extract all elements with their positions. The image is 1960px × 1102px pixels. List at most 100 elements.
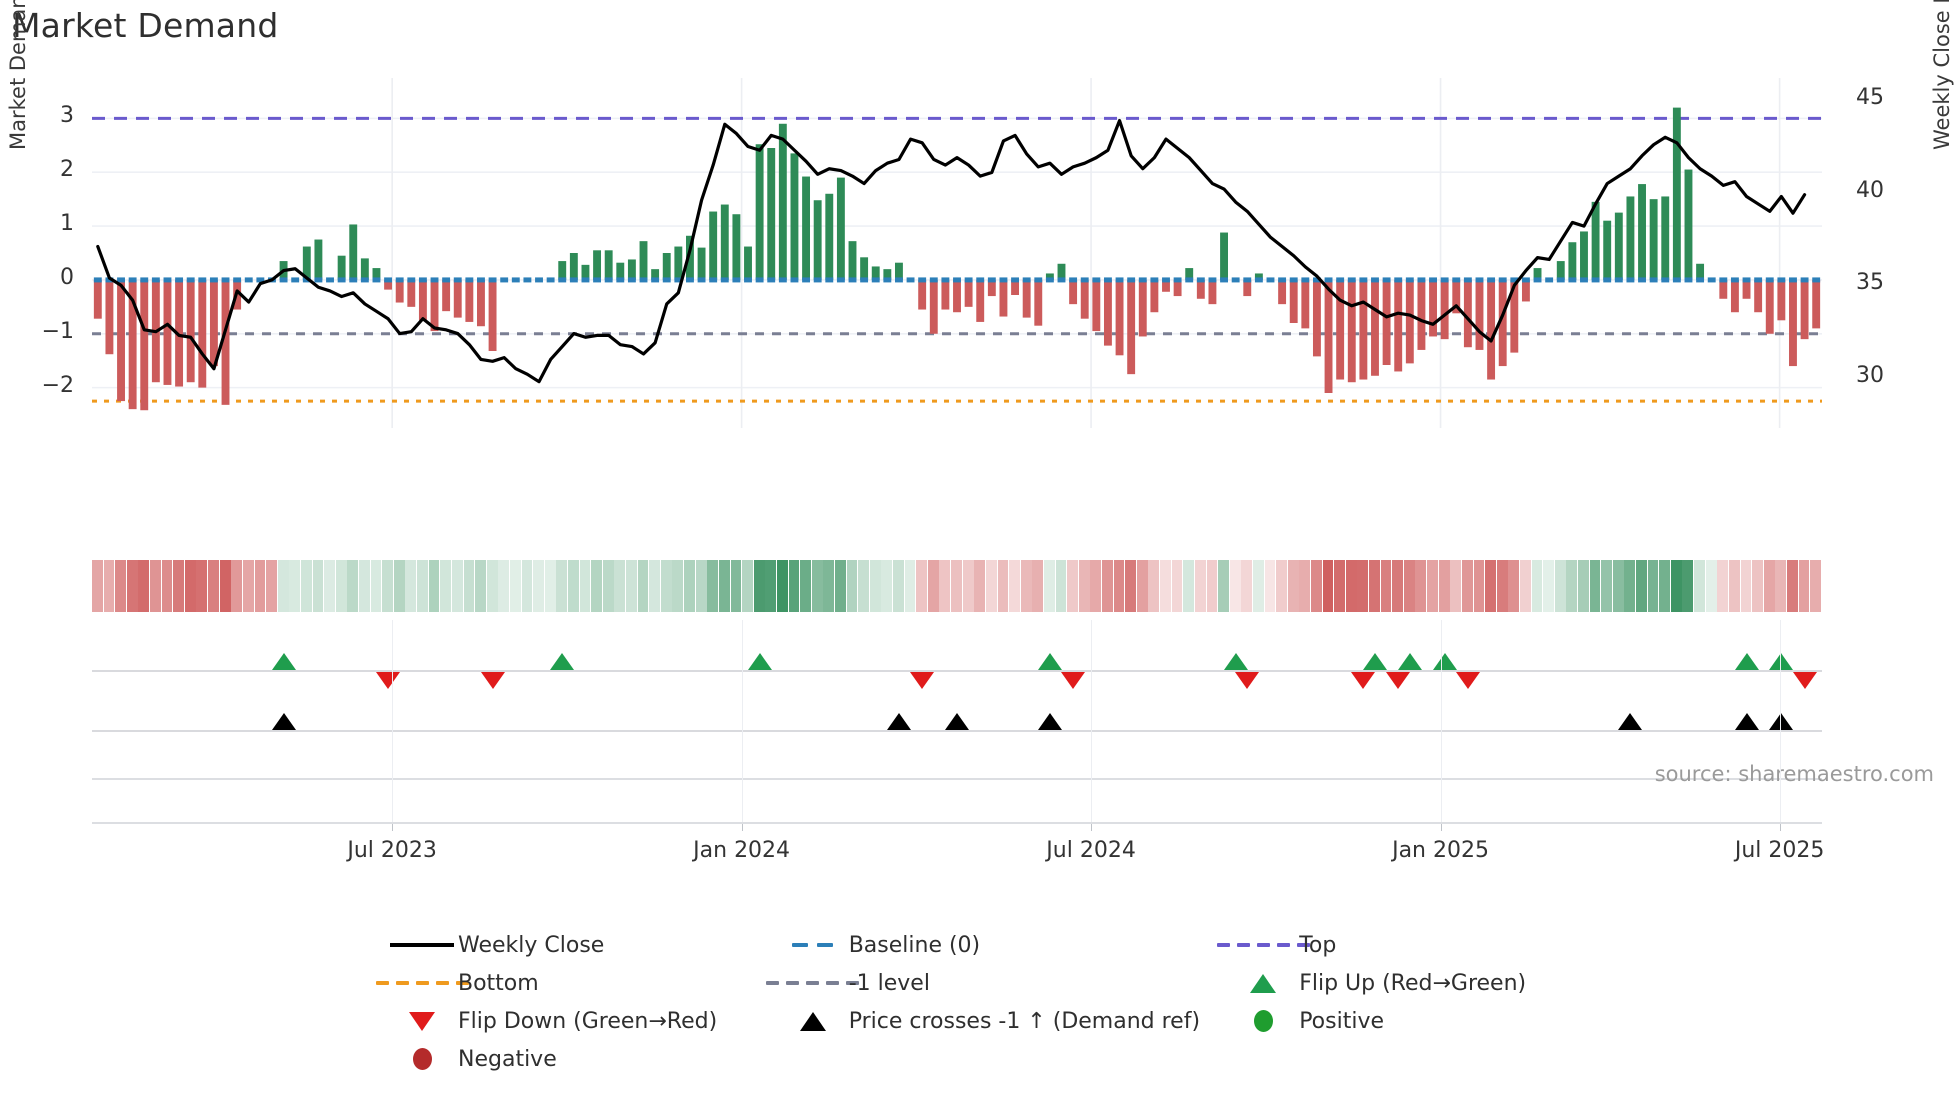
heatmap-cell [544, 560, 556, 612]
legend-item[interactable]: Price crosses -1 ↑ (Demand ref) [777, 1002, 1228, 1040]
x-tick-label: Jan 2025 [1392, 838, 1489, 863]
heatmap-cell [347, 560, 359, 612]
price-cross-marker [1037, 713, 1062, 730]
heatmap-cell [451, 560, 463, 612]
heatmap-cell [1287, 560, 1299, 612]
heatmap-cell [417, 560, 428, 612]
heatmap-cell [579, 560, 591, 612]
legend-item[interactable]: Flip Down (Green→Red) [386, 1002, 777, 1040]
heatmap-cell [1415, 560, 1427, 612]
legend-item-label: Positive [1299, 1008, 1385, 1034]
x-tick-mark [1091, 822, 1093, 831]
heatmap-cell [1659, 560, 1671, 612]
legend-item[interactable]: Weekly Close [386, 926, 777, 964]
legend-item[interactable]: Top [1216, 926, 1586, 964]
heatmap-cell [835, 560, 846, 612]
flip-down-marker [910, 672, 935, 689]
heatmap-cell [1357, 560, 1369, 612]
chart-canvas [92, 78, 1822, 428]
heatmap-cell [939, 560, 951, 612]
y-tick-right: 35 [1856, 270, 1884, 296]
heatmap-cell [277, 560, 289, 612]
dashed-line-icon [375, 981, 469, 985]
legend-item[interactable]: Bottom [375, 964, 777, 1002]
heatmap-cell [1125, 560, 1137, 612]
x-gridline-extension [392, 620, 394, 822]
legend-circle-icon [1227, 1010, 1299, 1032]
price-cross-marker [1769, 713, 1794, 730]
x-tick-mark [392, 822, 394, 831]
heatmap-cell [1322, 560, 1334, 612]
heatmap-cell [1090, 560, 1102, 612]
y-tick-right: 40 [1856, 177, 1884, 203]
legend-item[interactable]: Baseline (0) [777, 926, 1228, 964]
heatmap-cell [196, 560, 208, 612]
heatmap-cell [1171, 560, 1183, 612]
heatmap-cell [1566, 560, 1578, 612]
flip-up-marker [1362, 653, 1387, 670]
heatmap-cell [266, 560, 277, 612]
x-gridline-extension [1091, 620, 1093, 822]
x-gridline-extension [1440, 620, 1442, 822]
flip-down-marker [480, 672, 505, 689]
heatmap-cell [765, 560, 777, 612]
legend-row: Flip Down (Green→Red) Price crosses -1 ↑ … [386, 1002, 1586, 1040]
heatmap-cell [382, 560, 394, 612]
heatmap-cell [1589, 560, 1601, 612]
x-tick-mark [1440, 822, 1442, 831]
legend-item[interactable]: Positive [1227, 1002, 1586, 1040]
heatmap-cell [1148, 560, 1160, 612]
legend-line-icon [386, 943, 458, 947]
legend-item-label: Flip Down (Green→Red) [458, 1008, 718, 1034]
legend-triangle-up-icon [1227, 973, 1299, 993]
heatmap-cell [951, 560, 962, 612]
plot-area [92, 78, 1822, 428]
triangle-up-icon [1250, 973, 1277, 993]
heatmap-cell [184, 560, 196, 612]
price-cross-marker-row [92, 700, 1822, 750]
heatmap-cell [707, 560, 719, 612]
legend-dash-icon [375, 981, 469, 985]
heatmap-cell [672, 560, 684, 612]
heatmap-cell [115, 560, 127, 612]
heatmap-cell [126, 560, 138, 612]
legend-item[interactable]: -1 level [766, 964, 1228, 1002]
heatmap-cell [289, 560, 301, 612]
dashed-line-icon [1216, 943, 1310, 947]
heatmap-cell [788, 560, 800, 612]
heatmap-cell [927, 560, 939, 612]
heatmap-cell [1554, 560, 1566, 612]
heatmap-cell [904, 560, 916, 612]
heatmap-cell [440, 560, 452, 612]
cross-row-rule [92, 730, 1822, 732]
heatmap-cell [1380, 560, 1392, 612]
heatmap-cell [463, 560, 475, 612]
heatmap-cell [1427, 560, 1438, 612]
heatmap-cell [649, 560, 661, 612]
legend-item[interactable]: Flip Up (Red→Green) [1227, 964, 1586, 1002]
heatmap-cell [974, 560, 986, 612]
heatmap-cell [800, 560, 811, 612]
heatmap-cell [1299, 560, 1311, 612]
heatmap-cell [1264, 560, 1276, 612]
heatmap-cell [1334, 560, 1346, 612]
heatmap-cell [1392, 560, 1404, 612]
heatmap-cell [1183, 560, 1195, 612]
flip-up-marker [1769, 653, 1794, 670]
heatmap-cell [1043, 560, 1055, 612]
heatmap-cell [359, 560, 370, 612]
legend-item[interactable]: Negative [386, 1040, 778, 1078]
heatmap-cell [533, 560, 544, 612]
heatmap-cell [1717, 560, 1729, 612]
x-tick-mark [741, 822, 743, 831]
heatmap-cell [370, 560, 382, 612]
heatmap-cell [300, 560, 312, 612]
flip-down-marker [376, 672, 401, 689]
heatmap-cell [811, 560, 823, 612]
heatmap-cell [602, 560, 614, 612]
legend-circle-icon [386, 1048, 458, 1070]
heatmap-cell [1206, 560, 1218, 612]
legend-triangle-up-icon [777, 1011, 849, 1031]
heatmap-cell [997, 560, 1009, 612]
